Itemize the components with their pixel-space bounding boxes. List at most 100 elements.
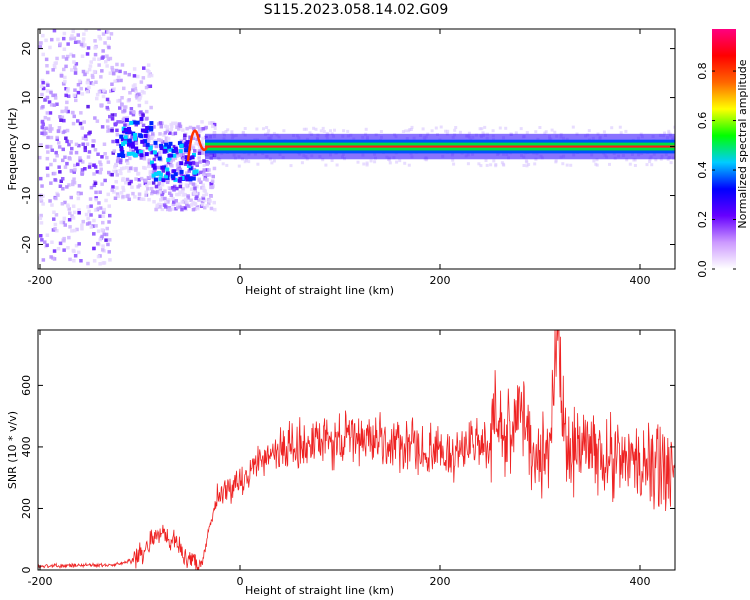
heatmap-cell — [142, 157, 147, 161]
heatmap-cell — [171, 186, 175, 190]
heatmap-cell — [108, 238, 112, 242]
colorbar-tick-label: 0.2 — [696, 211, 709, 229]
heatmap-cell — [155, 205, 159, 209]
heatmap-cell — [170, 164, 174, 168]
heatmap-cell — [324, 163, 328, 167]
heatmap-cell — [82, 32, 86, 36]
heatmap-cell — [304, 127, 308, 131]
heatmap-cell — [93, 52, 98, 57]
heatmap-cell — [79, 259, 83, 263]
heatmap-cell — [87, 209, 91, 214]
heatmap-cell — [77, 79, 82, 83]
heatmap-cell — [151, 173, 156, 178]
heatmap-cell — [62, 47, 67, 51]
heatmap-cell — [142, 66, 146, 70]
heatmap-cell — [645, 163, 649, 167]
heatmap-cell — [127, 98, 131, 102]
heatmap-cell — [139, 116, 144, 121]
heatmap-cell — [178, 184, 183, 189]
heatmap-cell — [439, 125, 443, 129]
heatmap-cell — [116, 120, 120, 124]
heatmap-cell — [633, 164, 637, 167]
heatmap-cell — [154, 139, 158, 143]
heatmap-cell — [188, 135, 192, 139]
heatmap-cell — [110, 173, 114, 177]
heatmap-cell — [619, 131, 623, 135]
heatmap-cell — [595, 158, 599, 162]
heatmap-cell — [179, 172, 184, 176]
heatmap-cell — [146, 139, 151, 143]
heatmap-cell — [197, 198, 201, 202]
heatmap-cell — [81, 40, 85, 45]
heatmap-cell — [154, 177, 158, 182]
heatmap-cell — [132, 74, 137, 78]
heatmap-cell — [74, 62, 79, 66]
heatmap-cell — [43, 98, 47, 102]
heatmap-cell — [191, 160, 196, 165]
heatmap-cell — [175, 186, 179, 191]
heatmap-cell — [62, 236, 66, 241]
heatmap-cell — [115, 192, 120, 196]
heatmap-cell — [158, 176, 163, 181]
heatmap-cell — [192, 152, 196, 157]
heatmap-cell — [127, 197, 131, 201]
heatmap-cell — [175, 192, 179, 197]
heatmap-cell — [126, 161, 130, 165]
heatmap-cell — [98, 37, 103, 41]
heatmap-cell — [45, 95, 50, 100]
heatmap-cell — [205, 162, 209, 166]
heatmap-cell — [130, 135, 134, 139]
heatmap-cell — [300, 161, 304, 165]
heatmap-cell — [145, 146, 150, 150]
heatmap-cell — [97, 201, 101, 205]
heatmap-cell — [143, 133, 148, 138]
heatmap-cell — [112, 71, 116, 75]
heatmap-cell — [166, 200, 170, 204]
heatmap-cell — [79, 191, 83, 196]
heatmap-cell — [178, 167, 183, 172]
heatmap-cell — [131, 110, 136, 114]
heatmap-cell — [587, 129, 591, 133]
heatmap-cell — [58, 42, 62, 46]
heatmap-cell — [146, 129, 151, 133]
heatmap-cell — [95, 170, 100, 174]
heatmap-cell — [104, 198, 108, 203]
heatmap-cell — [80, 168, 85, 172]
heatmap-cell — [212, 166, 217, 171]
heatmap-cell — [170, 207, 174, 211]
heatmap-cell — [180, 207, 184, 212]
heatmap-cell — [321, 126, 325, 130]
heatmap-cell — [62, 239, 66, 243]
heatmap-cell — [534, 130, 538, 134]
heatmap-cell — [63, 75, 67, 80]
heatmap-cell — [124, 105, 128, 109]
heatmap-cell — [543, 131, 547, 135]
heatmap-cell — [185, 200, 189, 204]
heatmap-cell — [554, 160, 558, 164]
heatmap-cell — [102, 232, 106, 237]
heatmap-cell — [81, 136, 86, 140]
heatmap-cell — [93, 116, 97, 120]
heatmap-cell — [122, 166, 126, 170]
heatmap-cell — [80, 126, 84, 130]
heatmap-cell — [92, 183, 97, 188]
heatmap-cell — [494, 164, 498, 168]
heatmap-cell — [168, 191, 172, 195]
heatmap-cell — [97, 63, 101, 67]
heatmap-cell — [208, 199, 212, 203]
heatmap-cell — [67, 142, 71, 147]
heatmap-cell — [158, 132, 162, 136]
heatmap-cell — [67, 183, 71, 187]
heatmap-cell — [85, 222, 90, 226]
heatmap-cell — [46, 117, 51, 121]
heatmap-cell — [127, 169, 131, 173]
heatmap-cell — [458, 130, 462, 134]
heatmap-cell — [66, 89, 70, 93]
heatmap-cell — [53, 178, 57, 182]
heatmap-cell — [102, 142, 107, 146]
heatmap-cell — [152, 125, 156, 129]
heatmap-cell — [44, 57, 49, 62]
heatmap-cell — [132, 67, 137, 71]
heatmap-cell — [207, 201, 211, 206]
heatmap-cell — [210, 179, 215, 183]
